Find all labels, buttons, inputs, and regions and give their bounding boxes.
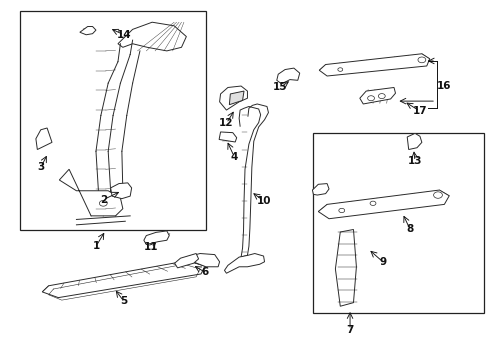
Polygon shape bbox=[319, 54, 430, 76]
Polygon shape bbox=[42, 261, 205, 298]
Circle shape bbox=[368, 96, 374, 101]
Circle shape bbox=[339, 208, 344, 213]
Circle shape bbox=[370, 201, 376, 206]
Text: 17: 17 bbox=[413, 106, 427, 116]
Text: 12: 12 bbox=[219, 118, 234, 128]
Polygon shape bbox=[219, 132, 237, 142]
Polygon shape bbox=[144, 231, 169, 244]
Text: 4: 4 bbox=[231, 152, 238, 162]
Polygon shape bbox=[224, 253, 265, 273]
Polygon shape bbox=[407, 134, 422, 149]
Circle shape bbox=[338, 68, 343, 71]
Polygon shape bbox=[186, 253, 220, 267]
Circle shape bbox=[99, 201, 107, 206]
Polygon shape bbox=[360, 87, 395, 104]
Circle shape bbox=[378, 94, 385, 99]
Polygon shape bbox=[118, 22, 186, 51]
Polygon shape bbox=[313, 184, 329, 195]
Text: 1: 1 bbox=[92, 241, 99, 251]
Text: 13: 13 bbox=[408, 156, 422, 166]
Bar bbox=[20, 12, 206, 230]
Polygon shape bbox=[335, 229, 356, 306]
Text: 10: 10 bbox=[256, 196, 271, 206]
Text: 16: 16 bbox=[437, 81, 452, 91]
Text: 9: 9 bbox=[379, 257, 386, 267]
Circle shape bbox=[434, 192, 442, 198]
Polygon shape bbox=[220, 86, 247, 110]
Text: 11: 11 bbox=[144, 242, 158, 252]
Polygon shape bbox=[80, 27, 96, 35]
Polygon shape bbox=[36, 128, 52, 149]
Circle shape bbox=[418, 57, 426, 63]
Text: 7: 7 bbox=[346, 325, 354, 335]
Polygon shape bbox=[174, 253, 198, 268]
Bar bbox=[314, 134, 485, 313]
Text: 14: 14 bbox=[117, 30, 131, 40]
Polygon shape bbox=[111, 183, 132, 199]
Text: 15: 15 bbox=[273, 82, 288, 93]
Text: 5: 5 bbox=[120, 296, 127, 306]
Text: 6: 6 bbox=[201, 267, 209, 277]
Text: 3: 3 bbox=[37, 162, 45, 172]
Polygon shape bbox=[318, 190, 449, 219]
Polygon shape bbox=[59, 169, 123, 216]
Polygon shape bbox=[277, 68, 300, 84]
Text: 2: 2 bbox=[99, 195, 107, 205]
Polygon shape bbox=[229, 91, 244, 105]
Text: 8: 8 bbox=[407, 225, 414, 234]
